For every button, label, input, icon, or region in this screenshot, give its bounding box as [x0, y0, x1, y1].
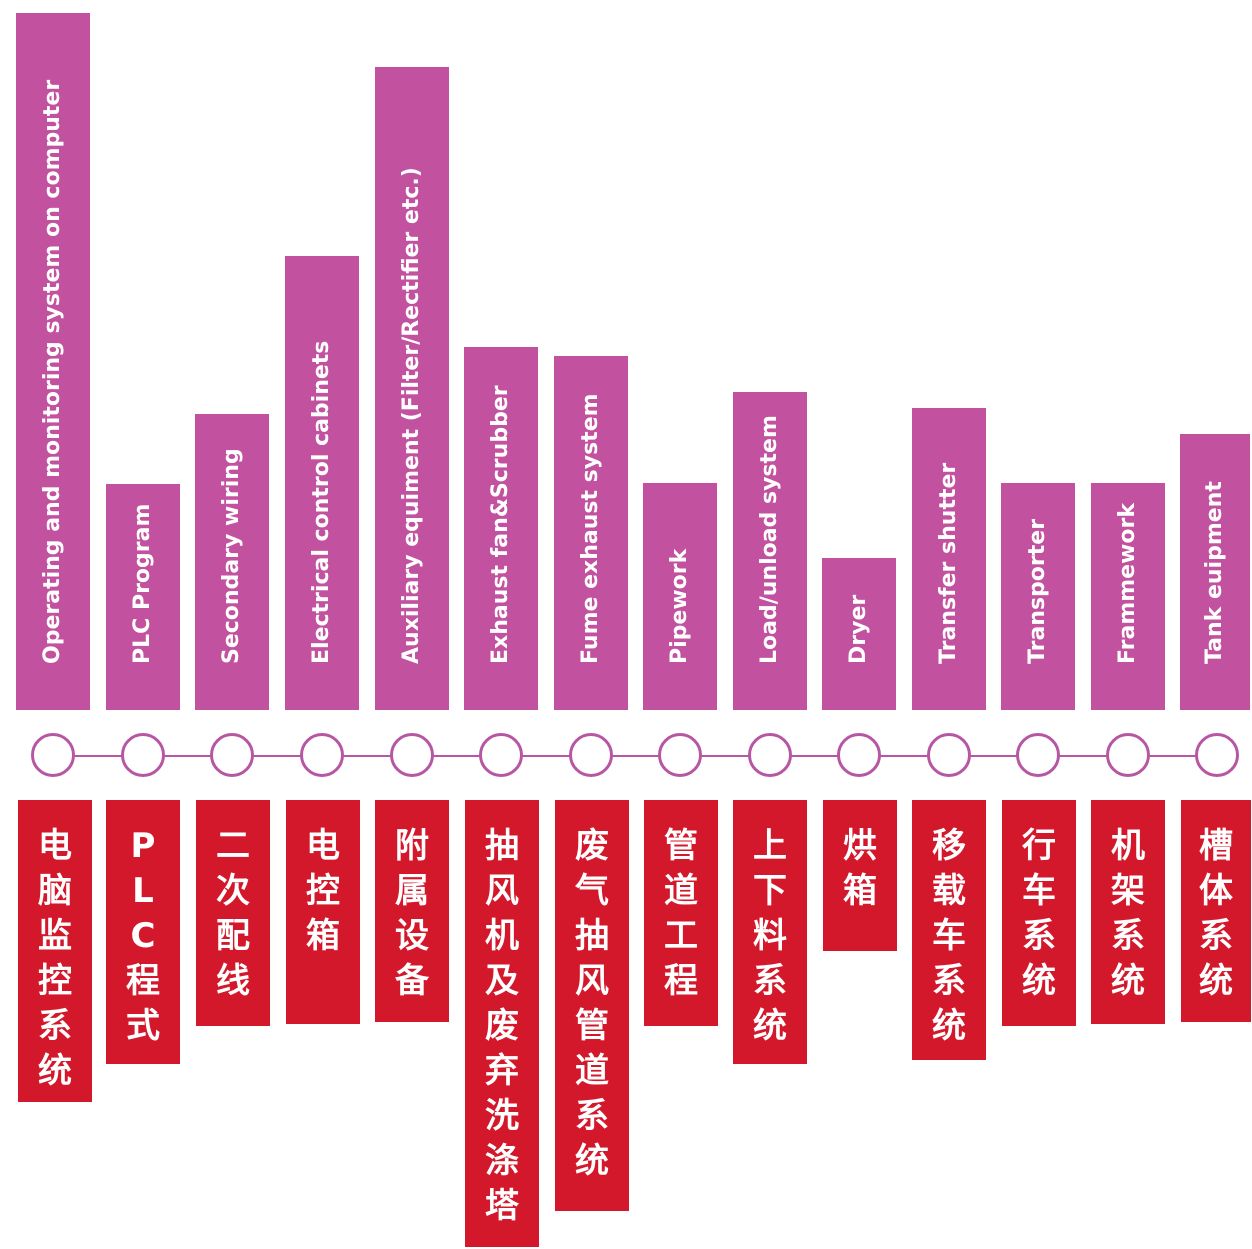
top-bar: Auxiliary equiment (Filter/Rectifier etc… — [375, 67, 449, 710]
top-label: Auxiliary equiment (Filter/Rectifier etc… — [399, 167, 424, 664]
bottom-label: 行车系统 — [1022, 826, 1056, 1001]
bottom-bar: 附属设备 — [375, 800, 449, 1022]
top-bar: Operating and monitoring system on compu… — [16, 13, 90, 710]
timeline-connector — [40, 755, 1220, 757]
bottom-bar: 移载车系统 — [912, 800, 986, 1060]
top-bar: Secondary wiring — [195, 414, 269, 710]
top-bar: Transporter — [1001, 483, 1075, 710]
bottom-label: 电脑监控系统 — [38, 826, 72, 1091]
timeline-node — [658, 733, 702, 777]
bottom-bar: 烘箱 — [823, 800, 897, 951]
top-label: Pipework — [667, 548, 692, 664]
bottom-bar: 废气抽风管道系统 — [555, 800, 629, 1211]
bottom-bar: 二次配线 — [196, 800, 270, 1026]
top-bar: Pipework — [643, 483, 717, 710]
top-label: Electrical control cabinets — [309, 340, 334, 664]
bottom-label: 烘箱 — [843, 826, 877, 911]
bottom-label: 槽体系统 — [1199, 826, 1233, 1001]
timeline-node — [748, 733, 792, 777]
bottom-label: 管道工程 — [664, 826, 698, 1001]
timeline-node — [210, 733, 254, 777]
top-label: PLC Program — [130, 503, 155, 664]
timeline-node — [1106, 733, 1150, 777]
timeline-node — [927, 733, 971, 777]
top-bar: Frammework — [1091, 483, 1165, 710]
bottom-bar: PLC程式 — [106, 800, 180, 1064]
top-bar: Electrical control cabinets — [285, 256, 359, 710]
bottom-label: 附属设备 — [395, 826, 429, 1001]
timeline-node — [31, 733, 75, 777]
top-bar: Tank euipment — [1180, 434, 1250, 710]
bottom-bar: 管道工程 — [644, 800, 718, 1026]
bottom-bar: 行车系统 — [1002, 800, 1076, 1026]
bottom-bar: 抽风机及废弃洗涤塔 — [465, 800, 539, 1247]
timeline-node — [1195, 733, 1239, 777]
top-label: Exhaust fan&Scrubber — [488, 385, 513, 664]
top-label: Fume exhaust system — [578, 393, 603, 664]
bottom-label: 废气抽风管道系统 — [575, 826, 609, 1181]
top-bar: Load/unload system — [733, 392, 807, 710]
bottom-bar: 电控箱 — [286, 800, 360, 1024]
top-label: Tank euipment — [1202, 481, 1227, 664]
bottom-label: 二次配线 — [216, 826, 250, 1001]
bottom-label: 上下料系统 — [753, 826, 787, 1046]
bottom-bar: 上下料系统 — [733, 800, 807, 1064]
top-label: Transporter — [1025, 518, 1050, 664]
bottom-bar: 机架系统 — [1091, 800, 1165, 1024]
timeline-node — [479, 733, 523, 777]
top-bar: Dryer — [822, 558, 896, 710]
timeline-node — [837, 733, 881, 777]
bottom-label: 抽风机及废弃洗涤塔 — [485, 826, 519, 1226]
timeline-node — [121, 733, 165, 777]
bottom-label: 移载车系统 — [932, 826, 966, 1046]
top-label: Load/unload system — [757, 415, 782, 664]
timeline-node — [1016, 733, 1060, 777]
top-label: Dryer — [846, 594, 871, 664]
top-label: Frammework — [1115, 502, 1140, 664]
top-bar: PLC Program — [106, 484, 180, 710]
top-bar: Exhaust fan&Scrubber — [464, 347, 538, 710]
top-bar: Fume exhaust system — [554, 356, 628, 710]
top-bar: Transfer shutter — [912, 408, 986, 710]
top-label: Operating and monitoring system on compu… — [40, 79, 65, 664]
bottom-bar: 槽体系统 — [1181, 800, 1251, 1022]
timeline-node — [390, 733, 434, 777]
timeline-node — [569, 733, 613, 777]
top-label: Transfer shutter — [936, 462, 961, 664]
bottom-label: 电控箱 — [306, 826, 340, 956]
bottom-label: 机架系统 — [1111, 826, 1145, 1001]
timeline-node — [300, 733, 344, 777]
bottom-bar: 电脑监控系统 — [18, 800, 92, 1102]
top-label: Secondary wiring — [219, 448, 244, 664]
bottom-label: PLC程式 — [126, 826, 160, 1046]
